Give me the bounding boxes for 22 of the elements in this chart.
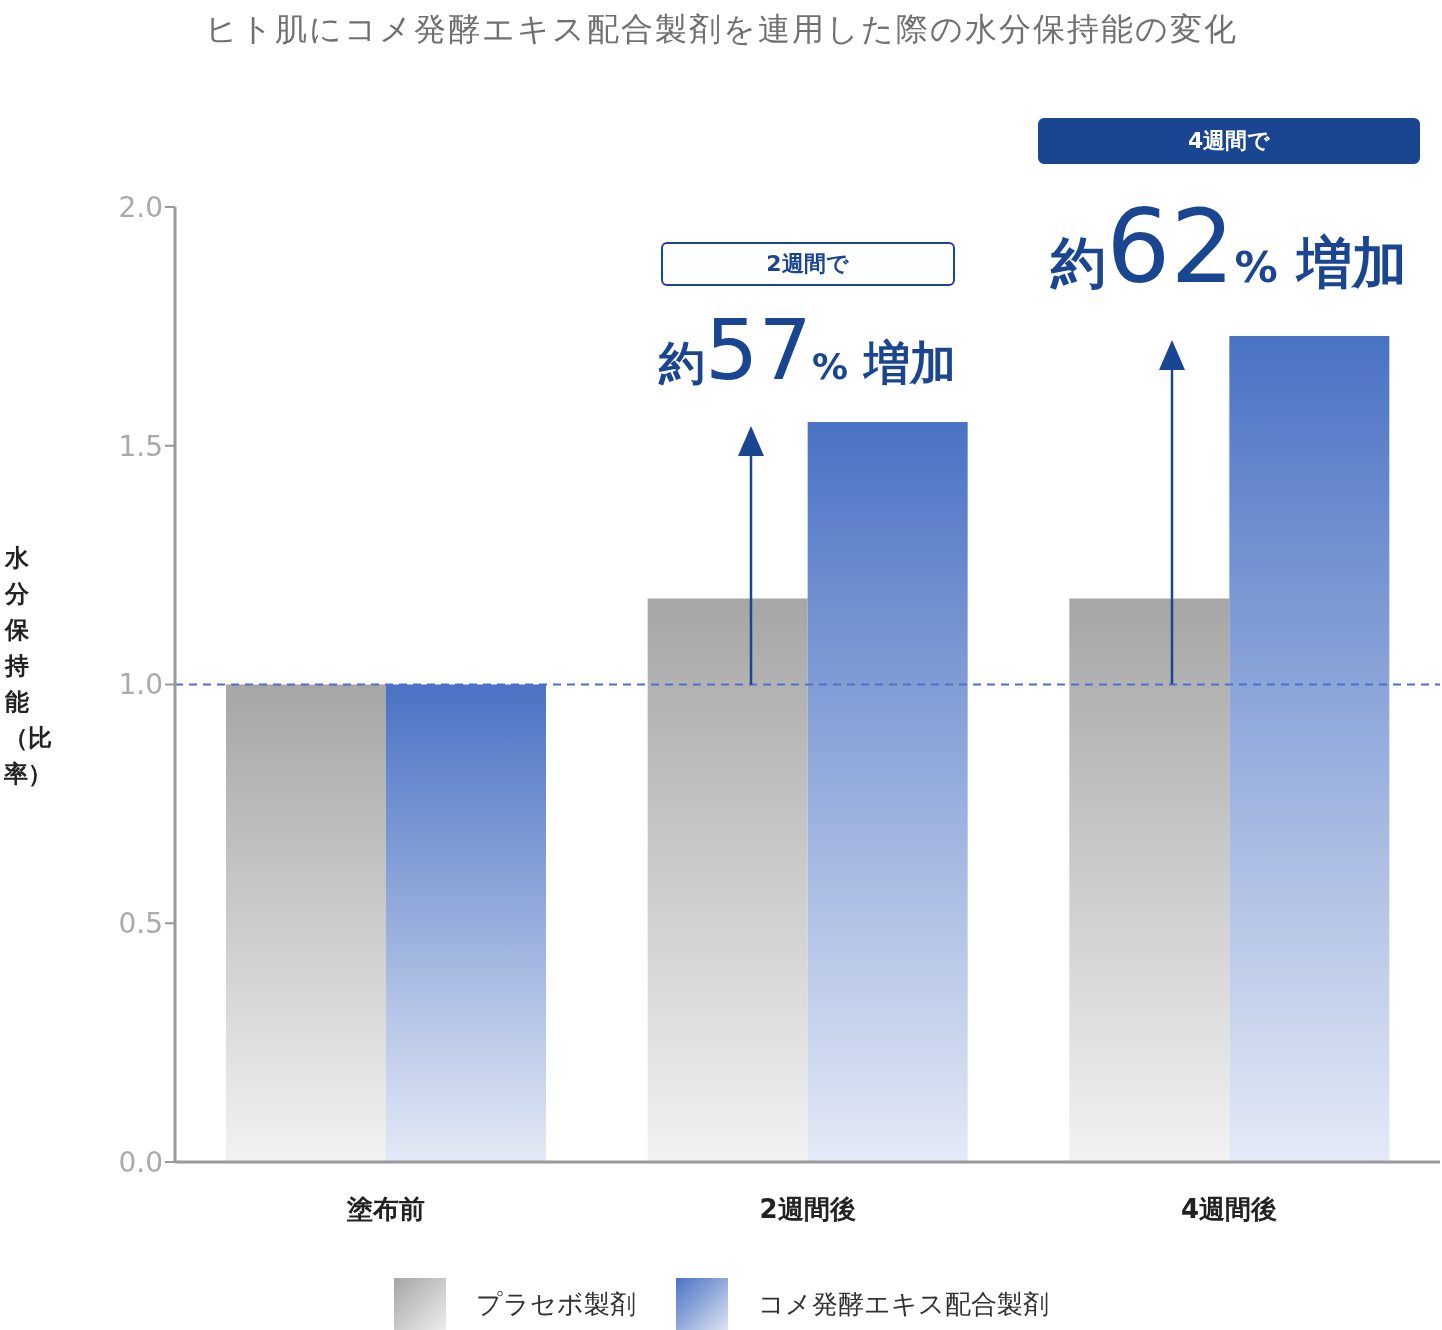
chart-title: ヒト肌にコメ発酵エキス配合製剤を連用した際の水分保持能の変化 [203, 9, 1239, 50]
annotation: 約57% 増加 [659, 300, 956, 399]
legend-label: プラセボ製剤 [475, 1287, 636, 1321]
callout-box: 4週間で [1038, 117, 1421, 164]
y-tick-label: 0.0 [118, 1145, 163, 1179]
y-tick-label: 1.0 [118, 668, 163, 702]
bar [1229, 335, 1390, 1162]
bar [386, 684, 546, 1162]
y-tick-label: 2.0 [118, 190, 163, 224]
x-tick-label: 4週間後 [1181, 1194, 1278, 1225]
bar [647, 598, 808, 1162]
bar [1069, 598, 1230, 1162]
y-axis-title: 水分保持能（比率） [4, 543, 52, 790]
annotation: 約62% 増加 [1051, 188, 1408, 307]
y-tick-label: 1.5 [118, 429, 163, 463]
legend-label: コメ発酵エキス配合製剤 [757, 1287, 1049, 1321]
x-tick-label: 2週間後 [759, 1194, 856, 1225]
y-tick-label: 0.5 [118, 907, 163, 941]
callout-box: 2週間で [660, 241, 955, 286]
bar [807, 421, 968, 1162]
bar [226, 684, 386, 1162]
x-tick-label: 塗布前 [345, 1194, 425, 1225]
